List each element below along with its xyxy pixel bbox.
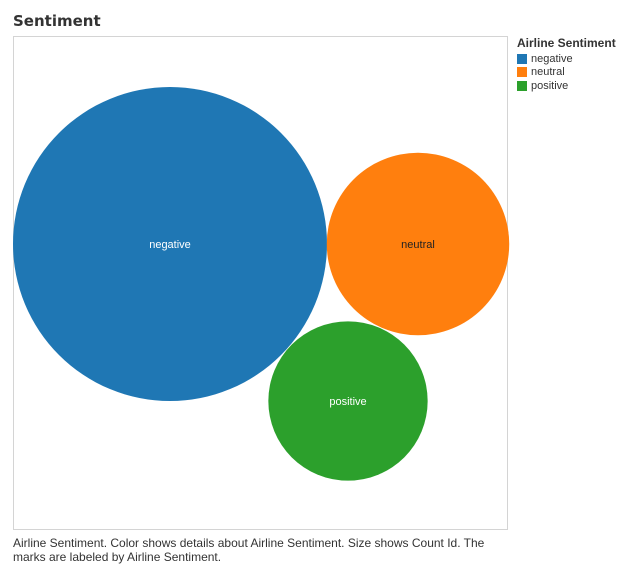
- chart-title: Sentiment: [13, 12, 101, 30]
- legend-swatch-negative: [517, 53, 527, 64]
- legend-item-positive[interactable]: positive: [517, 79, 641, 93]
- bubble-neutral[interactable]: [326, 152, 510, 336]
- legend-title: Airline Sentiment: [517, 36, 616, 50]
- bubble-label-neutral: neutral: [401, 239, 435, 251]
- bubble-negative[interactable]: [13, 87, 327, 401]
- bubble-label-positive: positive: [329, 396, 366, 408]
- legend: Airline Sentiment negative neutral posit…: [517, 36, 641, 93]
- bubble-label-negative: negative: [149, 239, 191, 251]
- plot-area: [13, 36, 508, 530]
- bubble-positive[interactable]: [268, 321, 428, 481]
- legend-swatch-positive: [517, 80, 527, 91]
- legend-label-neutral: neutral: [531, 66, 565, 79]
- legend-label-negative: negative: [531, 52, 573, 65]
- legend-swatch-neutral: [517, 67, 527, 78]
- legend-label-positive: positive: [531, 79, 569, 92]
- legend-item-neutral[interactable]: neutral: [517, 66, 641, 80]
- legend-item-negative[interactable]: negative: [517, 52, 641, 66]
- chart-caption: Airline Sentiment. Color shows details a…: [13, 536, 485, 564]
